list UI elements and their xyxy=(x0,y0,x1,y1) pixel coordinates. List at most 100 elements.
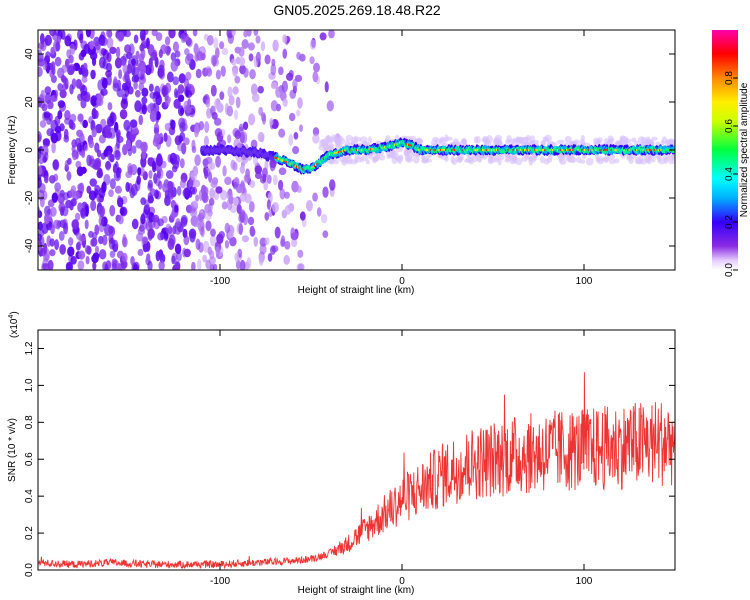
heatmap-noise-blob xyxy=(215,155,221,168)
heatmap-noise-blob xyxy=(116,31,125,43)
heatmap-noise-blob xyxy=(297,263,305,270)
heatmap-noise-blob xyxy=(112,82,120,92)
heatmap-noise-blob xyxy=(164,97,171,107)
heatmap-noise-blob xyxy=(213,37,219,50)
heatmap-noise-blob xyxy=(157,168,164,180)
spectrogram-ticks: -100 0 100 -40 -20 0 20 40 xyxy=(24,30,675,287)
heatmap-noise-blob xyxy=(179,158,185,169)
heatmap-noise-blob xyxy=(124,44,132,54)
heatmap-halo xyxy=(609,158,616,165)
heatmap-noise-blob xyxy=(233,109,239,121)
heatmap-noise-blob xyxy=(170,59,179,72)
heatmap-noise-blob xyxy=(319,32,327,41)
heatmap-noise-blob xyxy=(133,74,140,83)
heatmap-noise-blob xyxy=(205,259,211,270)
heatmap-noise-blob xyxy=(130,256,135,266)
heatmap-noise-blob xyxy=(183,248,191,258)
heatmap-noise-blob xyxy=(204,121,210,134)
spectrogram-heatmap xyxy=(38,30,675,270)
heatmap-noise-blob xyxy=(51,192,59,203)
heatmap-noise-blob xyxy=(99,249,107,260)
heatmap-noise-blob xyxy=(38,66,43,78)
heatmap-halo xyxy=(609,137,615,142)
heatmap-noise-blob xyxy=(316,207,322,217)
heatmap-noise-blob xyxy=(96,149,102,158)
heatmap-noise-blob xyxy=(312,133,320,144)
heatmap-noise-blob xyxy=(104,263,109,270)
heatmap-noise-blob xyxy=(234,252,240,262)
heatmap-noise-blob xyxy=(114,57,123,69)
heatmap-noise-blob xyxy=(238,123,244,132)
heatmap-noise-blob xyxy=(89,51,98,61)
heatmap-noise-blob xyxy=(178,135,184,144)
heatmap-noise-blob xyxy=(208,198,215,206)
heatmap-noise-blob xyxy=(243,67,249,78)
heatmap-noise-blob xyxy=(226,198,233,211)
heatmap-noise-blob xyxy=(126,63,133,74)
heatmap-noise-blob xyxy=(123,119,131,131)
heatmap-noise-blob xyxy=(57,83,64,92)
heatmap-noise-blob xyxy=(157,218,164,227)
heatmap-noise-blob xyxy=(180,107,185,115)
heatmap-noise-blob xyxy=(38,42,45,50)
heatmap-noise-blob xyxy=(188,228,197,239)
heatmap-noise-blob xyxy=(39,120,47,128)
heatmap-noise-blob xyxy=(232,197,239,207)
heatmap-noise-blob xyxy=(71,78,78,88)
heatmap-noise-blob xyxy=(59,244,66,255)
heatmap-halo xyxy=(596,158,605,165)
heatmap-halo xyxy=(594,138,601,145)
heatmap-halo xyxy=(628,156,634,164)
heatmap-halo xyxy=(457,156,464,161)
heatmap-noise-blob xyxy=(47,101,54,110)
heatmap-halo xyxy=(463,158,472,163)
heatmap-noise-blob xyxy=(278,128,286,138)
heatmap-noise-blob xyxy=(255,35,261,44)
heatmap-noise-blob xyxy=(125,181,130,192)
heatmap-noise-blob xyxy=(210,180,218,189)
heatmap-noise-blob xyxy=(90,69,96,80)
heatmap-noise-blob xyxy=(131,218,139,230)
heatmap-halo xyxy=(434,137,442,146)
heatmap-noise-blob xyxy=(254,171,263,180)
heatmap-noise-blob xyxy=(66,171,72,181)
heatmap-noise-blob xyxy=(215,69,221,80)
heatmap-noise-blob xyxy=(42,253,50,262)
heatmap-noise-blob xyxy=(42,139,50,148)
heatmap-halo xyxy=(504,153,511,158)
heatmap-noise-blob xyxy=(125,139,131,150)
heatmap-noise-blob xyxy=(216,102,224,113)
heatmap-halo xyxy=(651,136,658,141)
heatmap-noise-blob xyxy=(216,233,224,244)
heatmap-noise-blob xyxy=(190,208,198,218)
heatmap-noise-blob xyxy=(84,245,91,254)
heatmap-halo xyxy=(367,136,372,144)
heatmap-halo xyxy=(365,159,371,165)
heatmap-noise-blob xyxy=(44,151,49,161)
heatmap-noise-blob xyxy=(204,212,212,221)
heatmap-noise-blob xyxy=(202,254,208,263)
heatmap-noise-blob xyxy=(184,78,190,89)
heatmap-noise-blob xyxy=(320,213,328,224)
heatmap-noise-blob xyxy=(57,100,66,108)
heatmap-halo xyxy=(585,157,594,166)
heatmap-noise-blob xyxy=(189,186,196,195)
heatmap-noise-blob xyxy=(185,105,192,114)
heatmap-noise-blob xyxy=(117,195,122,208)
heatmap-noise-blob xyxy=(227,230,234,239)
heatmap-noise-blob xyxy=(243,173,251,184)
heatmap-noise-blob xyxy=(100,36,108,47)
colorbar-ticks: 0.0 0.2 0.4 0.6 0.8 xyxy=(724,71,738,277)
heatmap-noise-blob xyxy=(253,236,259,247)
heatmap-noise-blob xyxy=(222,165,227,177)
heatmap-noise-blob xyxy=(249,180,256,189)
heatmap-noise-blob xyxy=(90,199,97,212)
heatmap-noise-blob xyxy=(260,41,266,52)
heatmap-noise-blob xyxy=(81,67,89,78)
heatmap-noise-blob xyxy=(54,56,62,67)
heatmap-noise-blob xyxy=(44,34,52,46)
heatmap-noise-blob xyxy=(84,219,89,230)
heatmap-halo xyxy=(329,136,336,141)
heatmap-noise-blob xyxy=(83,144,89,152)
heatmap-noise-blob xyxy=(161,85,169,97)
